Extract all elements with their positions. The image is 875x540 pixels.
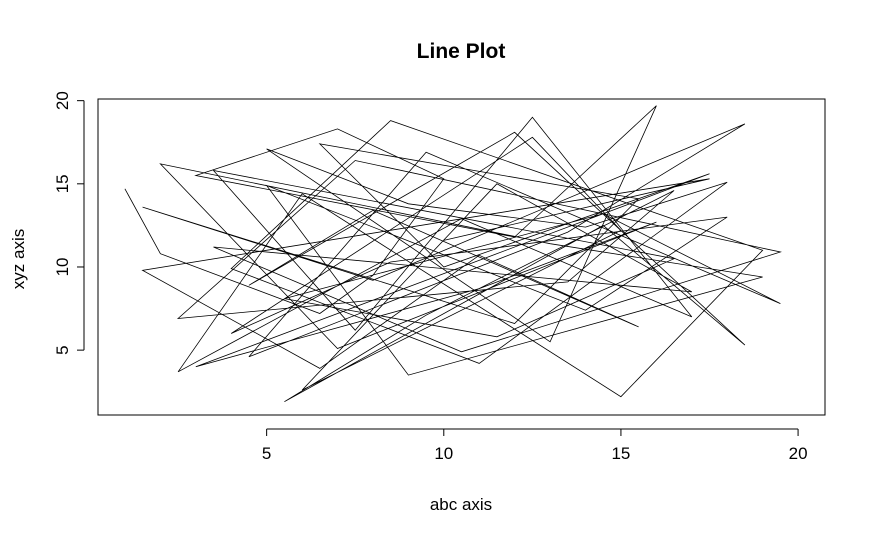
series-line: [124, 105, 782, 403]
x-tick-label: 10: [434, 444, 453, 463]
axes: 5 10 15 20 5 10 15 20: [53, 91, 808, 463]
plot-box: [97, 98, 826, 416]
x-tick-label: 5: [262, 444, 271, 463]
y-tick-label: 15: [53, 174, 72, 193]
y-tick-label: 5: [53, 345, 72, 354]
y-tick-label: 10: [53, 258, 72, 277]
y-axis-label: xyz axis: [9, 229, 28, 289]
x-tick-label: 15: [611, 444, 630, 463]
x-tick-label: 20: [789, 444, 808, 463]
y-tick-label: 20: [53, 91, 72, 110]
chart-title: Line Plot: [417, 40, 506, 63]
x-axis-label: abc axis: [430, 495, 492, 514]
series-layer: [124, 105, 782, 403]
